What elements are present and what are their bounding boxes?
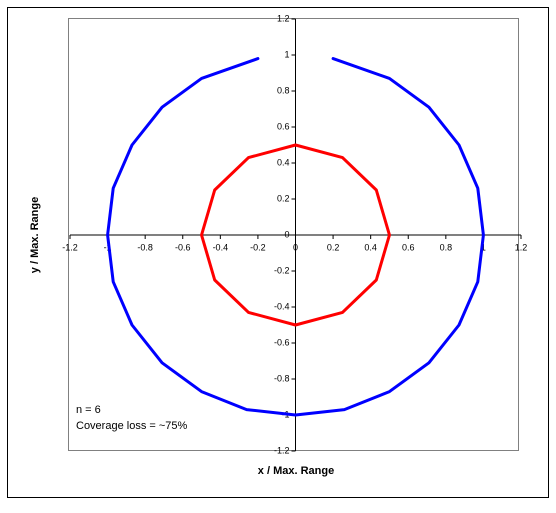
y-tick-label: 0.4	[277, 157, 290, 167]
x-axis-title: x / Max. Range	[258, 465, 334, 477]
y-tick-label: 0.6	[277, 121, 290, 131]
x-tick-label: 0.6	[402, 242, 415, 252]
annotation: Coverage loss = ~75%	[76, 420, 188, 432]
y-tick-label: -1.2	[274, 445, 290, 455]
y-tick-label: 0	[284, 229, 289, 239]
x-tick-label: 1.2	[515, 242, 528, 252]
y-tick-label: 0.2	[277, 193, 290, 203]
x-tick-label: 0.2	[327, 242, 340, 252]
y-tick-label: 1	[284, 49, 289, 59]
x-tick-label: -0.2	[250, 242, 266, 252]
frame	[7, 7, 549, 498]
series-line	[106, 57, 485, 417]
y-tick-label: -0.4	[274, 301, 290, 311]
y-tick-label: -0.8	[274, 373, 290, 383]
y-tick-label: 0.8	[277, 85, 290, 95]
series-line	[200, 143, 391, 327]
y-tick-label: -0.6	[274, 337, 290, 347]
x-tick-label: -0.6	[175, 242, 191, 252]
x-tick-label: -1.2	[62, 242, 78, 252]
x-tick-label: -0.4	[213, 242, 229, 252]
x-tick-label: 0.4	[364, 242, 377, 252]
annotation: n = 6	[76, 404, 101, 416]
x-tick-label: -0.8	[137, 242, 153, 252]
y-tick-label: 1.2	[277, 13, 290, 23]
x-tick-label: 0.8	[440, 242, 453, 252]
x-tick-label: 0	[293, 242, 298, 252]
y-axis-title: y / Max. Range	[29, 197, 41, 273]
y-tick-label: -0.2	[274, 265, 290, 275]
